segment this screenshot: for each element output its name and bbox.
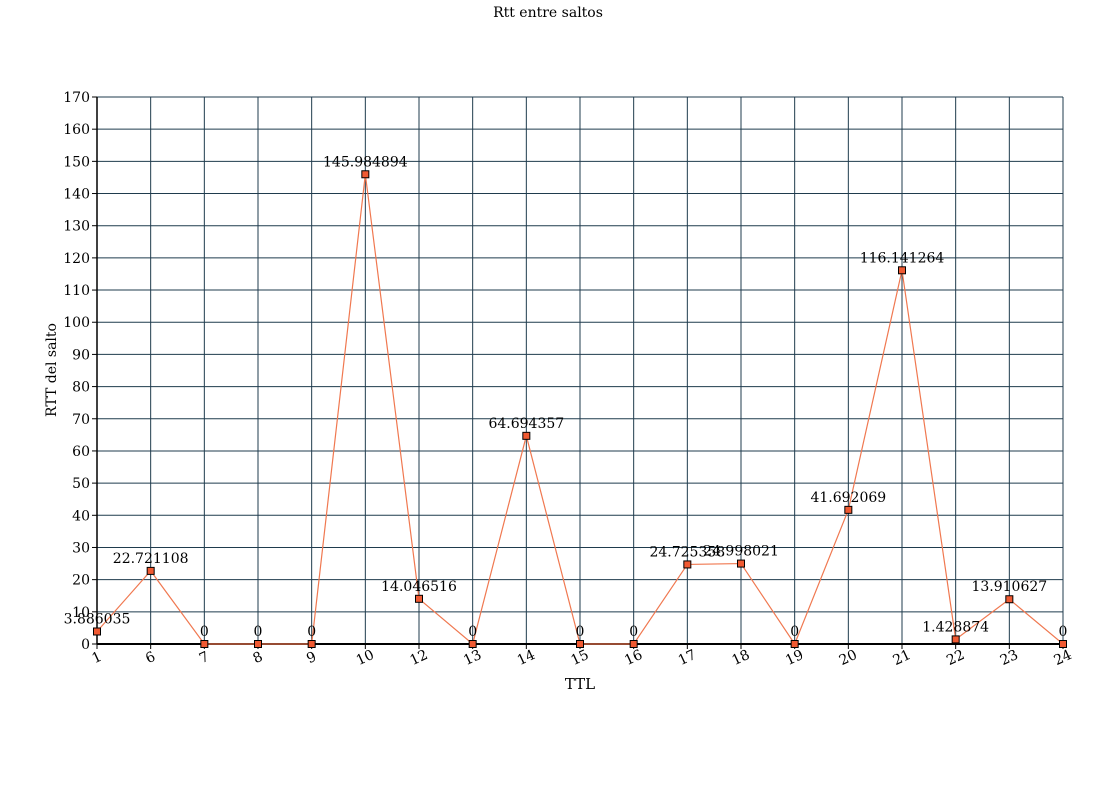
data-label: 0: [1059, 624, 1068, 640]
data-point-marker: [307, 640, 316, 648]
x-tick-label: 9: [304, 649, 319, 667]
x-tick-label: 18: [730, 647, 753, 669]
data-label: 14.046516: [381, 579, 457, 595]
y-tick-label: 30: [72, 540, 90, 556]
y-tick-label: 150: [63, 154, 90, 170]
data-label: 0: [468, 624, 477, 640]
x-tick-label: 13: [461, 647, 484, 669]
data-label: 1.428874: [922, 619, 989, 635]
y-tick-label: 130: [63, 219, 90, 235]
data-point-marker: [468, 640, 477, 648]
data-point-marker: [629, 640, 638, 648]
data-label: 64.694357: [488, 416, 564, 432]
y-tick-label: 10: [72, 605, 90, 621]
y-tick-label: 120: [63, 251, 90, 267]
y-tick-label: 40: [72, 508, 90, 524]
x-tick-label: 16: [622, 647, 645, 669]
x-tick-label: 12: [408, 647, 431, 669]
data-label: 0: [200, 624, 209, 640]
data-label: 22.721108: [113, 551, 189, 567]
data-point-marker: [200, 640, 209, 648]
x-tick-label: 1: [90, 649, 105, 667]
x-tick-label: 24: [1052, 647, 1075, 669]
y-tick-label: 0: [81, 637, 90, 653]
x-tick-label: 20: [837, 647, 860, 669]
y-tick-label: 160: [63, 122, 90, 138]
grid-lines: [96, 96, 1064, 645]
y-tick-label: 50: [72, 476, 90, 492]
y-tick-label: 90: [72, 347, 90, 363]
y-tick-label: 70: [72, 412, 90, 428]
x-tick-label: 17: [676, 647, 699, 669]
y-axis-ticks: 0 10 20 30 40 50 60 70 80 90 100 110 120 130 140 150 160…: [63, 90, 97, 653]
data-label: 0: [790, 624, 799, 640]
chart-title: Rtt entre saltos: [493, 5, 603, 21]
y-tick-label: 100: [63, 315, 90, 331]
data-label: 0: [576, 624, 585, 640]
x-axis-ticks: 1 6 7 8 9 10 12 13 14 15 16 17 18 19 20 21 22 23 24: [90, 644, 1075, 669]
y-tick-label: 110: [63, 283, 90, 299]
x-tick-label: 6: [143, 649, 158, 667]
data-point-marker: [683, 560, 692, 569]
data-point-marker: [844, 505, 853, 514]
x-tick-label: 14: [515, 647, 538, 669]
x-axis-label: TTL: [565, 675, 595, 693]
x-tick-label: 21: [891, 647, 914, 669]
data-point-marker: [898, 266, 906, 275]
x-tick-label: 19: [783, 647, 806, 669]
data-label: 41.692069: [810, 490, 886, 506]
data-label: 24.998021: [703, 544, 779, 560]
x-tick-label: 7: [197, 649, 212, 667]
x-tick-label: 22: [944, 647, 967, 669]
data-point-marker: [146, 566, 155, 575]
y-tick-label: 140: [63, 187, 90, 203]
data-label: 13.910627: [971, 579, 1047, 595]
data-point-marker: [576, 640, 584, 648]
data-point-marker: [415, 594, 423, 603]
y-axis-label: RTT del salto: [44, 323, 60, 417]
data-label: 0: [629, 624, 638, 640]
x-tick-label: 8: [251, 649, 266, 667]
data-label: 24.725358: [649, 544, 725, 560]
x-tick-label: 23: [998, 647, 1021, 669]
data-point-marker: [951, 635, 960, 644]
y-tick-label: 80: [72, 380, 90, 396]
x-tick-label: 15: [569, 647, 592, 669]
data-label: 0: [307, 624, 316, 640]
data-point-marker: [522, 431, 531, 440]
data-point-marker: [790, 640, 799, 648]
data-labels: 3.886035 22.721108 0 0 0 145.984894 14.046516 0…: [64, 154, 1068, 640]
y-tick-label: 170: [63, 90, 90, 106]
series-rtt: [93, 170, 1067, 648]
y-tick-label: 60: [72, 444, 90, 460]
data-label: 145.984894: [323, 154, 408, 170]
data-point-marker: [1005, 595, 1014, 604]
data-point-marker: [93, 627, 101, 636]
x-tick-label: 10: [354, 647, 377, 669]
data-label: 3.886035: [64, 611, 131, 627]
data-point-marker: [1059, 640, 1067, 648]
data-point-marker: [361, 170, 370, 179]
y-tick-label: 20: [72, 573, 90, 589]
data-point-marker: [737, 559, 745, 568]
data-point-marker: [254, 640, 262, 648]
data-label: 0: [254, 624, 263, 640]
data-label: 116.141264: [860, 250, 945, 266]
